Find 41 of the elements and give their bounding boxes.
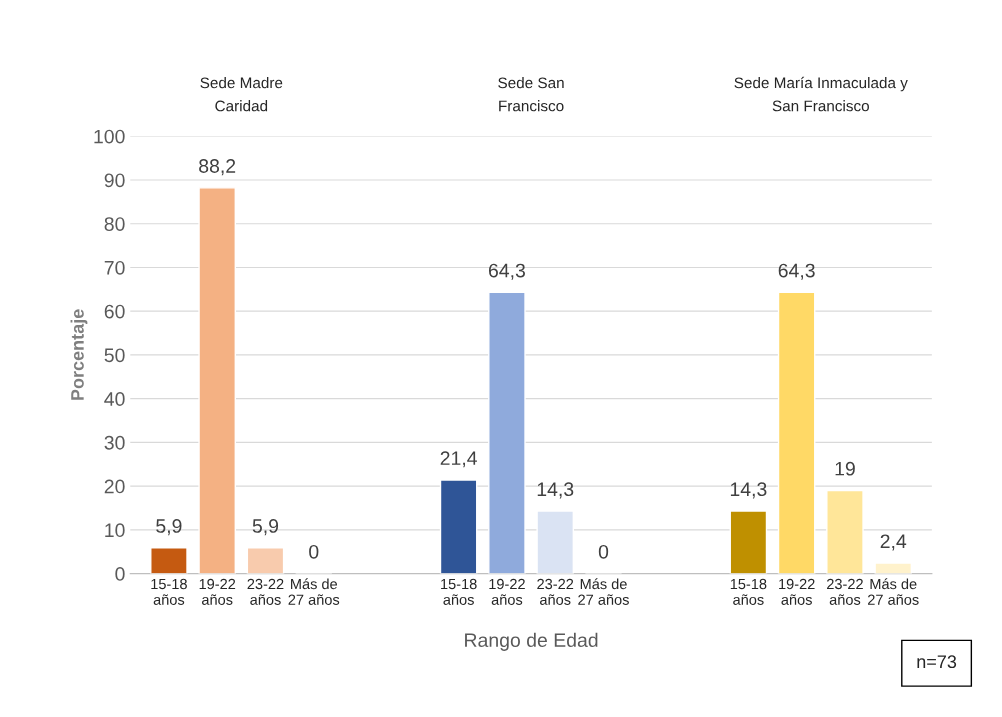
text: Sede Madre Caridad: [200, 77, 283, 112]
text: n=73: [917, 655, 957, 669]
x-tick-label: Más de 27 años: [288, 578, 340, 605]
data-label: 64,3: [778, 263, 815, 280]
x-tick-label: 19-22 años: [489, 578, 525, 605]
text: Sede María Inmaculada y San Francisco: [734, 76, 908, 112]
text: Sede San Francisco: [498, 77, 564, 112]
data-label: 19: [835, 461, 855, 476]
data-label: 14,3: [730, 482, 767, 499]
x-tick-label: 15-18 años: [441, 578, 477, 605]
y-tick-label: 100: [94, 129, 125, 144]
y-tick-label: 30: [104, 435, 125, 450]
y-tick-label: 50: [104, 348, 125, 363]
x-axis-title: Rango de Edad: [465, 632, 598, 651]
x-tick-label: 23-22 años: [247, 578, 284, 605]
y-tick-label: 0: [115, 567, 125, 581]
x-tick-label: 19-22 años: [779, 578, 815, 605]
x-tick-label: 19-22 años: [199, 578, 236, 605]
data-label: 21,4: [440, 451, 477, 468]
x-tick-label: 15-18 años: [730, 578, 767, 605]
y-tick-label: 80: [104, 217, 125, 231]
y-axis-title: Porcentaje: [70, 309, 88, 400]
x-tick-label: Más de 27 años: [868, 578, 919, 605]
y-tick-label: 10: [105, 523, 125, 538]
x-tick-label: Más de 27 años: [578, 578, 629, 605]
data-label: 5,9: [252, 519, 279, 536]
data-label: 88,2: [199, 159, 236, 176]
data-label: 0: [309, 544, 319, 559]
y-tick-label: 20: [104, 479, 125, 494]
y-tick-label: 90: [104, 173, 125, 188]
data-label: 2,4: [880, 534, 907, 551]
data-label: 0: [598, 544, 609, 559]
data-label: 64,3: [488, 263, 525, 280]
x-tick-label: 15-18 años: [151, 578, 187, 605]
y-tick-label: 60: [104, 304, 125, 319]
x-tick-label: 23-22 años: [827, 578, 863, 605]
y-tick-label: 70: [104, 260, 125, 275]
data-label: 5,9: [156, 519, 182, 536]
data-label: 14,3: [537, 482, 574, 499]
y-tick-label: 40: [104, 392, 125, 406]
x-tick-label: 23-22 años: [537, 578, 574, 605]
